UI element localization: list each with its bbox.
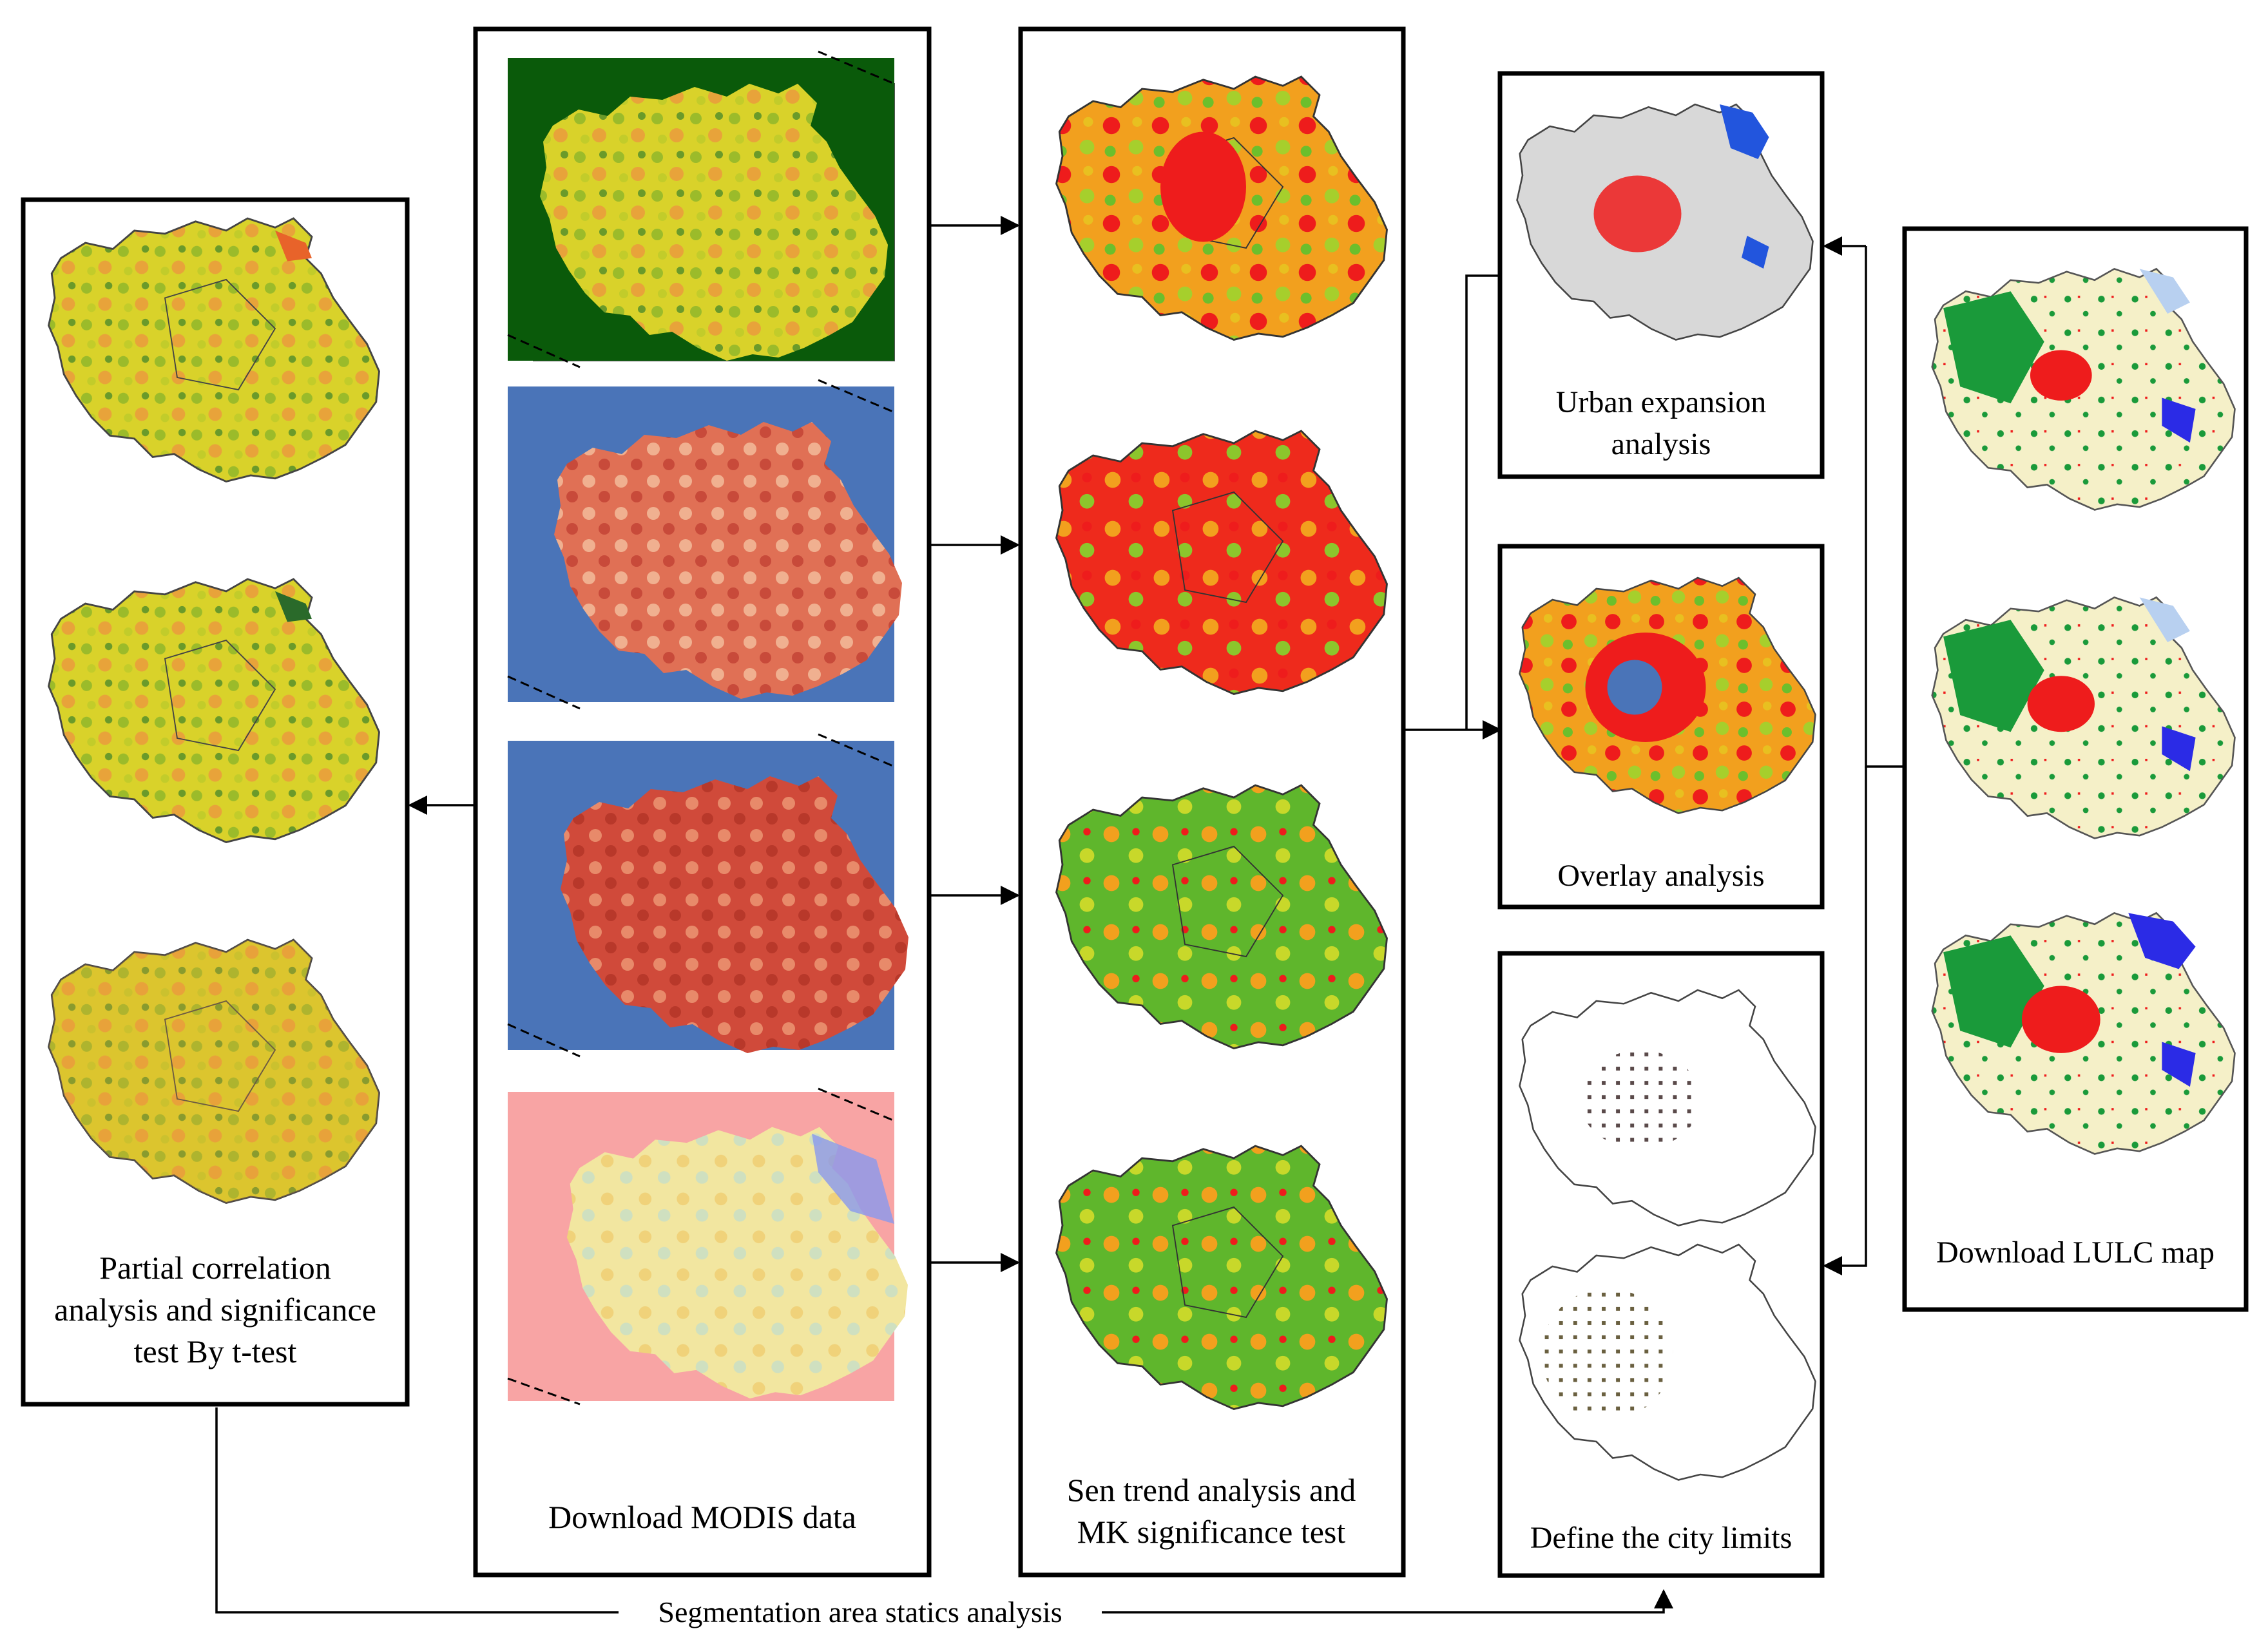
partial-map-1 <box>48 217 380 482</box>
bottom-connector-label: Segmentation area statics analysis <box>658 1596 1062 1628</box>
connector-lulc-bus <box>1865 246 1905 768</box>
sen-map-1 <box>1055 75 1388 341</box>
connector-urban-to-overlay <box>1465 274 1499 730</box>
modis-tile-1 <box>507 50 895 368</box>
modis-tile-2 <box>507 379 902 710</box>
lulc-map-1 <box>1931 268 2236 511</box>
modis-tile-4 <box>507 1087 908 1406</box>
lulc-map-2 <box>1931 596 2236 839</box>
modis-tile-3 <box>507 733 908 1058</box>
city-limits-box: Define the city limits <box>1497 951 1825 1578</box>
lulc-box: Download LULC map <box>1902 226 2249 1312</box>
urban-label-line-2: analysis <box>1611 427 1711 461</box>
connector-partial-to-citylimits <box>215 1407 1673 1614</box>
urban-map <box>1516 103 1814 341</box>
partial-label-line-3: test By t-test <box>134 1333 297 1369</box>
overlay-box: Overlay analysis <box>1497 544 1825 910</box>
city-limits-map-2 <box>1519 1243 1816 1481</box>
city-limits-label: Define the city limits <box>1530 1521 1792 1555</box>
sen-label-line-1: Sen trend analysis and <box>1067 1472 1356 1508</box>
partial-label-line-2: analysis and significance <box>54 1292 376 1328</box>
partial-map-2 <box>48 578 380 843</box>
sen-map-2 <box>1055 430 1388 695</box>
lulc-map-3 <box>1931 912 2236 1155</box>
partial-correlation-box: Partial correlation analysis and signifi… <box>21 197 410 1407</box>
overlay-map <box>1519 577 1816 814</box>
overlay-label: Overlay analysis <box>1557 859 1764 893</box>
urban-label-line-1: Urban expansion <box>1556 385 1767 419</box>
sen-label-line-2: MK significance test <box>1077 1514 1346 1550</box>
sen-trend-box: Sen trend analysis and MK significance t… <box>1018 26 1406 1578</box>
city-limits-map-1 <box>1519 989 1816 1226</box>
sen-map-4 <box>1055 1145 1388 1410</box>
urban-expansion-box: Urban expansion analysis <box>1497 71 1825 479</box>
arrow-lulc-to-citylimits <box>1823 767 1867 1275</box>
bottom-label-bg <box>619 1596 1102 1630</box>
sen-map-3 <box>1055 784 1388 1049</box>
modis-label: Download MODIS data <box>548 1499 856 1535</box>
lulc-label: Download LULC map <box>1936 1235 2215 1270</box>
modis-box: Download MODIS data <box>473 26 932 1578</box>
partial-label-line-1: Partial correlation <box>99 1250 331 1286</box>
